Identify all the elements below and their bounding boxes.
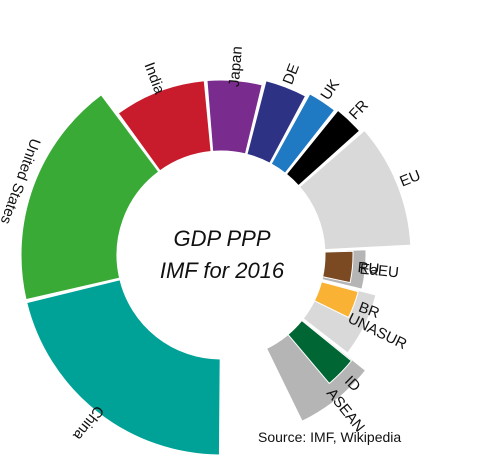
- source-note: Source: IMF, Wikipedia: [258, 429, 402, 445]
- chart-title-line1: GDP PPP: [174, 226, 271, 251]
- country-segments: [20, 79, 361, 456]
- country-segment-de: [246, 80, 307, 164]
- country-segment-india: [117, 80, 212, 172]
- label-asean: ASEAN: [323, 385, 368, 435]
- label-eaeu: EaEU: [359, 261, 400, 282]
- country-segment-china: [26, 279, 221, 456]
- member-segment-br: [313, 281, 359, 319]
- member-segment-id: [287, 319, 353, 385]
- label-ru: RU: [357, 259, 380, 278]
- member-segment-ru: [322, 250, 354, 284]
- country-segment-fr: [285, 109, 361, 187]
- country-segment-uk: [270, 93, 336, 174]
- label-fr: FR: [346, 97, 372, 123]
- bloc-member-segments: [287, 250, 359, 385]
- label-br: BR: [356, 299, 382, 322]
- label-china: China: [69, 402, 107, 444]
- country-segment-japan: [206, 79, 263, 155]
- chart-title-line2: IMF for 2016: [160, 258, 285, 283]
- label-eu: EU: [397, 167, 423, 191]
- bloc-segment-eu: [298, 129, 412, 251]
- label-uk: UK: [317, 76, 343, 103]
- country-segment-united-states: [20, 94, 160, 301]
- label-japan: Japan: [226, 46, 246, 88]
- label-de: DE: [280, 61, 303, 87]
- label-india: India: [140, 60, 168, 97]
